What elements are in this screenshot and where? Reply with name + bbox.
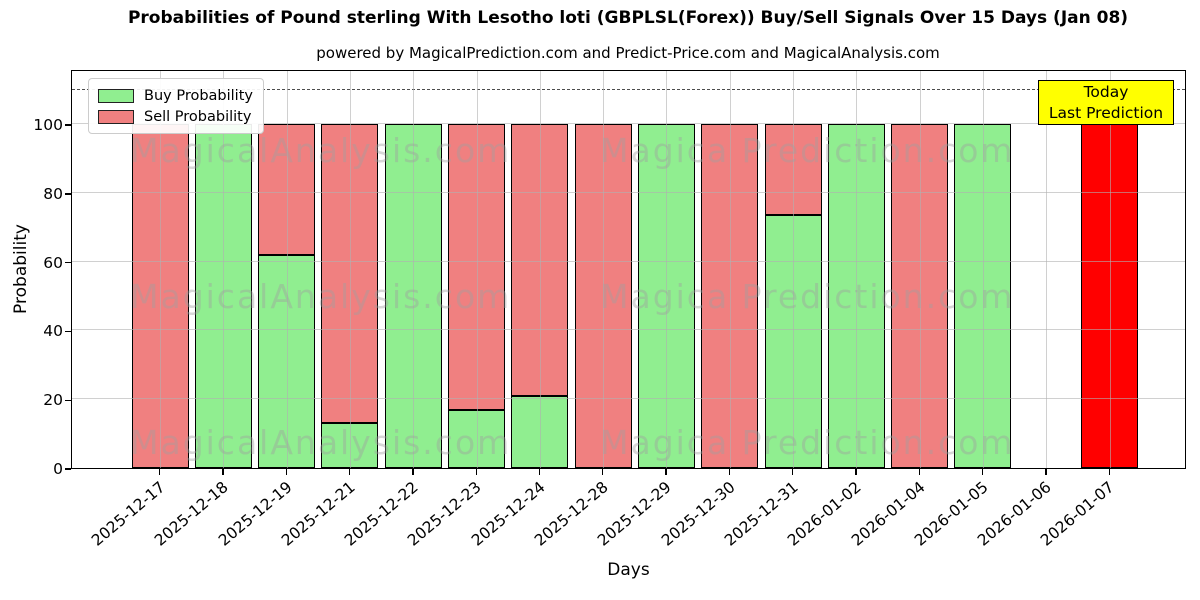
x-tick-mark	[981, 469, 984, 475]
dashed-threshold-line	[72, 88, 1185, 90]
sell-color-swatch	[98, 109, 134, 124]
x-tick-mark	[538, 469, 541, 475]
x-tick-mark	[792, 469, 794, 475]
x-tick-mark	[348, 469, 351, 475]
today-annotation-line2: Last Prediction	[1048, 104, 1164, 122]
h-gridline	[72, 191, 1185, 193]
h-gridline	[72, 123, 1185, 125]
today-annotation-box: Today Last Prediction	[1038, 80, 1174, 125]
x-tick-mark	[159, 469, 161, 475]
v-gridline	[223, 71, 225, 468]
v-gridline	[603, 71, 605, 468]
x-tick-mark	[918, 469, 920, 475]
v-gridline	[476, 71, 478, 468]
y-tick-mark	[65, 261, 71, 264]
v-gridline	[729, 71, 731, 468]
v-gridline	[856, 71, 858, 468]
legend-label-sell: Sell Probability	[144, 108, 252, 125]
x-tick-mark	[475, 469, 477, 475]
chart-title: Probabilities of Pound sterling With Les…	[127, 8, 1129, 28]
y-tick-mark	[65, 330, 71, 333]
today-annotation-line1: Today	[1083, 83, 1129, 101]
y-tick-label: 60	[43, 253, 63, 272]
v-gridline	[286, 71, 288, 468]
v-gridline	[1109, 71, 1111, 468]
y-tick-label: 0	[53, 460, 63, 478]
buy-color-swatch	[98, 88, 134, 103]
chart-subtitle: powered by MagicalPrediction.com and Pre…	[316, 44, 940, 62]
h-gridline	[72, 398, 1185, 400]
y-tick-label: 80	[43, 184, 63, 203]
x-tick-mark	[412, 469, 414, 475]
x-tick-mark	[855, 469, 857, 475]
x-tick-mark	[602, 469, 604, 475]
y-tick-mark	[65, 193, 71, 195]
v-gridline	[666, 71, 668, 468]
v-gridline	[160, 71, 161, 468]
v-gridline	[413, 71, 415, 468]
x-tick-mark	[728, 469, 731, 475]
y-tick-mark	[65, 124, 71, 126]
x-axis-label: Days	[607, 560, 650, 580]
v-gridline	[1046, 71, 1048, 468]
legend-item-sell: Sell Probability	[98, 106, 253, 127]
y-tick-mark	[65, 399, 71, 401]
x-tick-mark	[222, 469, 224, 475]
chart-legend: Buy Probability Sell Probability	[88, 78, 264, 134]
x-tick-mark	[285, 469, 287, 475]
h-gridline	[72, 260, 1185, 262]
legend-label-buy: Buy Probability	[144, 87, 253, 104]
v-gridline	[539, 71, 541, 468]
h-gridline	[72, 329, 1185, 331]
x-tick-mark	[1108, 469, 1110, 475]
plot-area: MagicalAnalysis.com Magica Prediction.com…	[71, 70, 1186, 469]
v-gridline	[919, 71, 921, 468]
legend-item-buy: Buy Probability	[98, 85, 253, 106]
x-tick-mark	[1045, 469, 1047, 475]
y-tick-label: 20	[43, 391, 63, 410]
v-gridline	[793, 71, 794, 468]
v-gridline	[349, 71, 351, 468]
y-tick-mark	[65, 468, 71, 470]
y-tick-label: 100	[33, 116, 63, 135]
y-tick-label: 40	[43, 322, 63, 341]
v-gridline	[982, 71, 984, 468]
x-tick-mark	[665, 469, 667, 475]
